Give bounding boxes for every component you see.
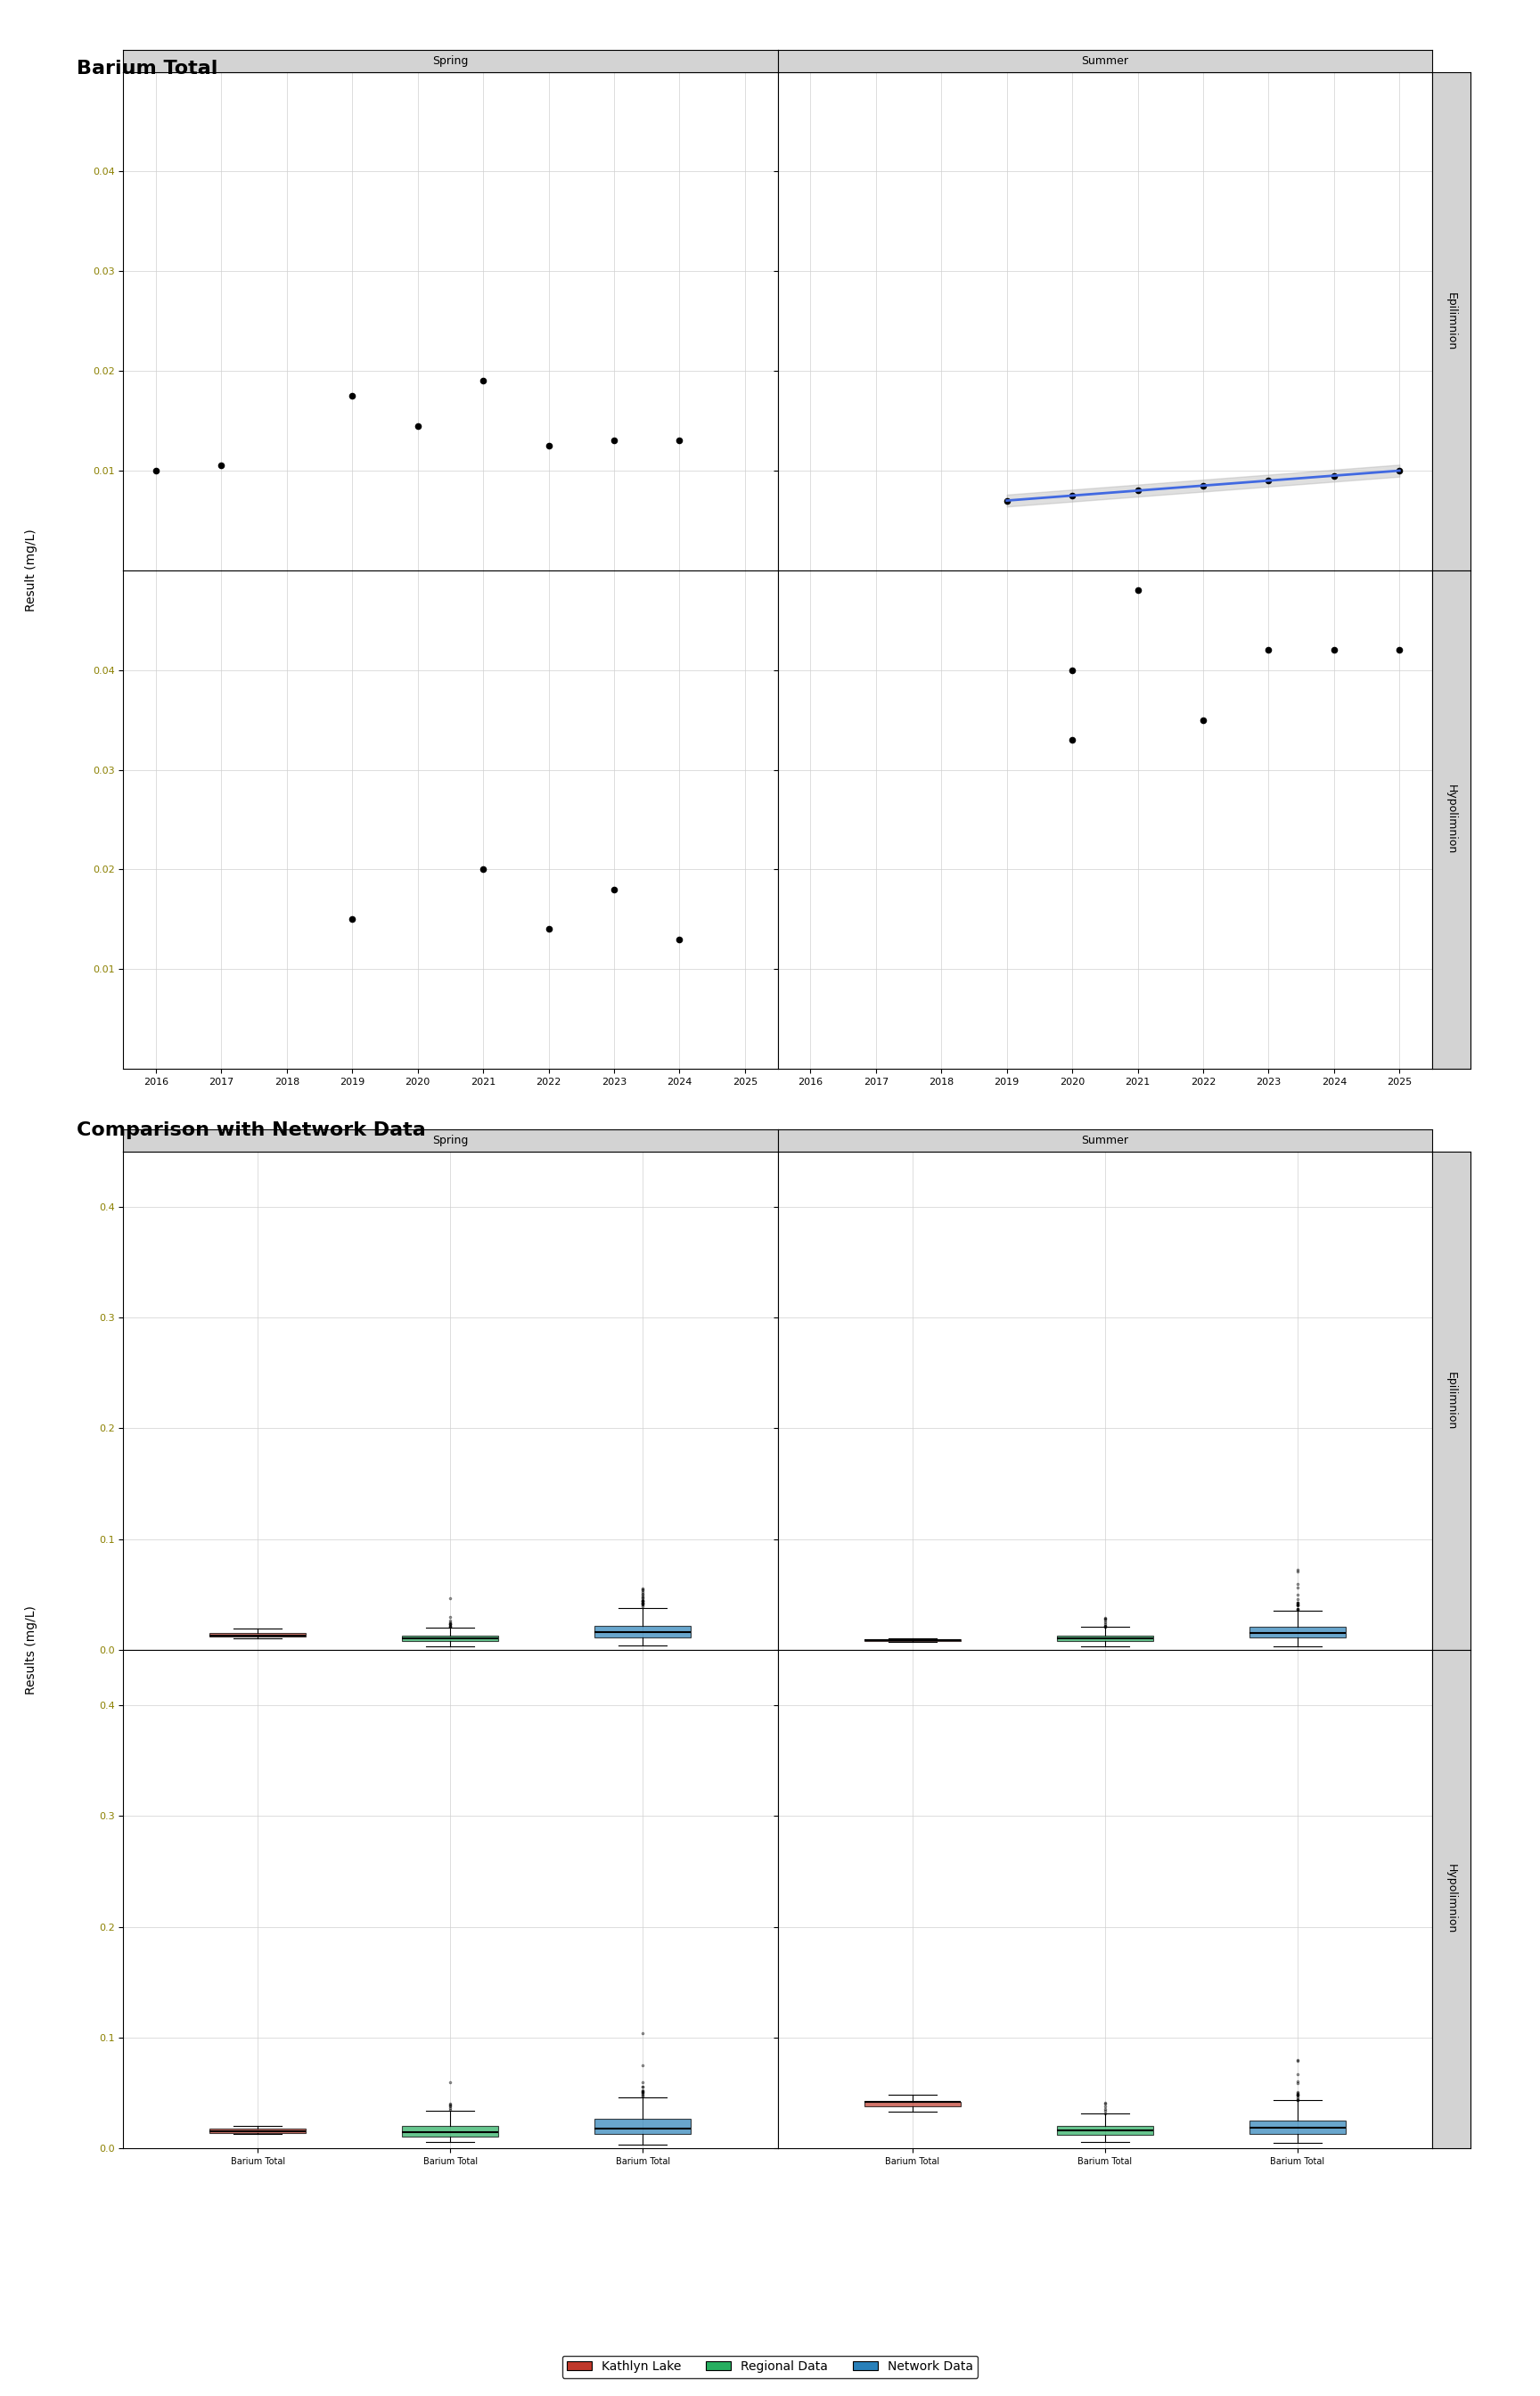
Text: Summer: Summer (1081, 1136, 1129, 1145)
Point (1060, 477, 1084, 515)
Point (1321, 458, 1346, 496)
Point (667, 422, 691, 460)
Text: Results (mg/L): Results (mg/L) (25, 1605, 37, 1694)
Point (1190, 700, 1215, 738)
Point (1257, 462, 1281, 501)
Legend: Kathlyn Lake, Regional Data, Network Data: Kathlyn Lake, Regional Data, Network Dat… (562, 2355, 978, 2377)
Point (340, 376, 365, 415)
Point (536, 426, 561, 465)
Point (602, 870, 627, 908)
Point (1126, 570, 1150, 609)
Point (1388, 450, 1412, 489)
PathPatch shape (402, 2125, 499, 2137)
Text: Summer: Summer (1081, 55, 1129, 67)
Point (143, 450, 168, 489)
Text: Hypolimnion: Hypolimnion (1446, 786, 1457, 855)
Point (340, 901, 365, 939)
Point (1126, 472, 1150, 510)
Point (1060, 652, 1084, 690)
Point (1321, 630, 1346, 668)
PathPatch shape (1056, 2125, 1153, 2135)
PathPatch shape (402, 1636, 499, 1641)
PathPatch shape (209, 1634, 306, 1636)
PathPatch shape (864, 2101, 961, 2106)
Text: Epilimnion: Epilimnion (1446, 292, 1457, 350)
PathPatch shape (209, 2128, 306, 2132)
Text: Comparison with Network Data: Comparison with Network Data (77, 1121, 427, 1140)
Point (602, 422, 627, 460)
Text: Spring: Spring (433, 1136, 468, 1145)
Point (667, 920, 691, 958)
Point (995, 482, 1019, 520)
PathPatch shape (594, 1624, 691, 1636)
Point (536, 910, 561, 949)
Text: Hypolimnion: Hypolimnion (1446, 1864, 1457, 1934)
Point (1060, 721, 1084, 760)
PathPatch shape (1249, 1627, 1346, 1639)
Point (1257, 630, 1281, 668)
Point (471, 851, 496, 889)
Point (1388, 630, 1412, 668)
PathPatch shape (1249, 2120, 1346, 2135)
Text: Result (mg/L): Result (mg/L) (25, 530, 37, 611)
PathPatch shape (594, 2118, 691, 2135)
Point (209, 446, 234, 484)
PathPatch shape (1056, 1636, 1153, 1641)
Point (1190, 467, 1215, 506)
Point (471, 362, 496, 400)
Text: Barium Total: Barium Total (77, 60, 219, 77)
Text: Epilimnion: Epilimnion (1446, 1371, 1457, 1430)
Text: Spring: Spring (433, 55, 468, 67)
Point (405, 407, 430, 446)
